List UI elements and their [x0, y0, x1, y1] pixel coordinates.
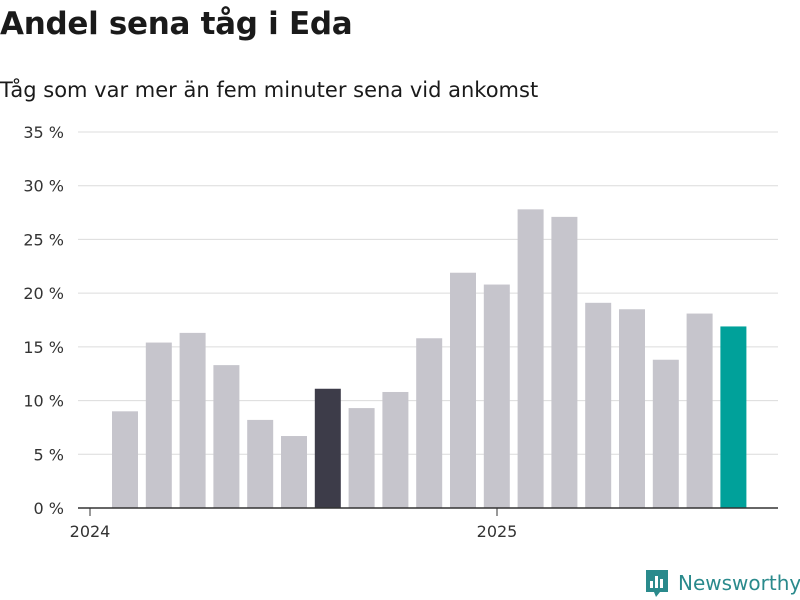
- y-tick-label: 15 %: [23, 338, 64, 357]
- bar: [585, 302, 612, 508]
- bar: [551, 216, 578, 508]
- bar: [720, 326, 747, 508]
- bar: [179, 332, 206, 508]
- bar: [517, 209, 544, 508]
- bar: [416, 338, 443, 508]
- bar: [652, 359, 679, 508]
- bar: [619, 309, 645, 508]
- x-tick-label: 2025: [477, 522, 518, 541]
- bar: [314, 388, 341, 508]
- newsworthy-logo-icon: [646, 570, 668, 597]
- bar: [483, 284, 510, 508]
- bar: [450, 272, 476, 508]
- y-tick-label: 10 %: [23, 392, 64, 411]
- bar: [213, 365, 240, 508]
- bar: [348, 408, 375, 508]
- chart-subtitle: Tåg som var mer än fem minuter sena vid …: [0, 78, 539, 102]
- brand-name: Newsworthy: [678, 571, 800, 595]
- y-tick-label: 35 %: [23, 123, 64, 142]
- chart-title: Andel sena tåg i Eda: [0, 6, 353, 42]
- y-tick-label: 0 %: [34, 499, 64, 518]
- bar: [145, 342, 172, 508]
- y-tick-label: 20 %: [23, 284, 64, 303]
- y-tick-label: 5 %: [34, 445, 64, 464]
- bar: [112, 411, 138, 508]
- bar: [382, 391, 409, 508]
- y-tick-label: 25 %: [23, 230, 64, 249]
- x-tick-label: 2024: [70, 522, 111, 541]
- bar: [686, 313, 713, 508]
- y-tick-label: 30 %: [23, 177, 64, 196]
- bar: [247, 419, 274, 508]
- newsworthy-brand: Newsworthy: [644, 568, 800, 598]
- bar: [281, 436, 307, 508]
